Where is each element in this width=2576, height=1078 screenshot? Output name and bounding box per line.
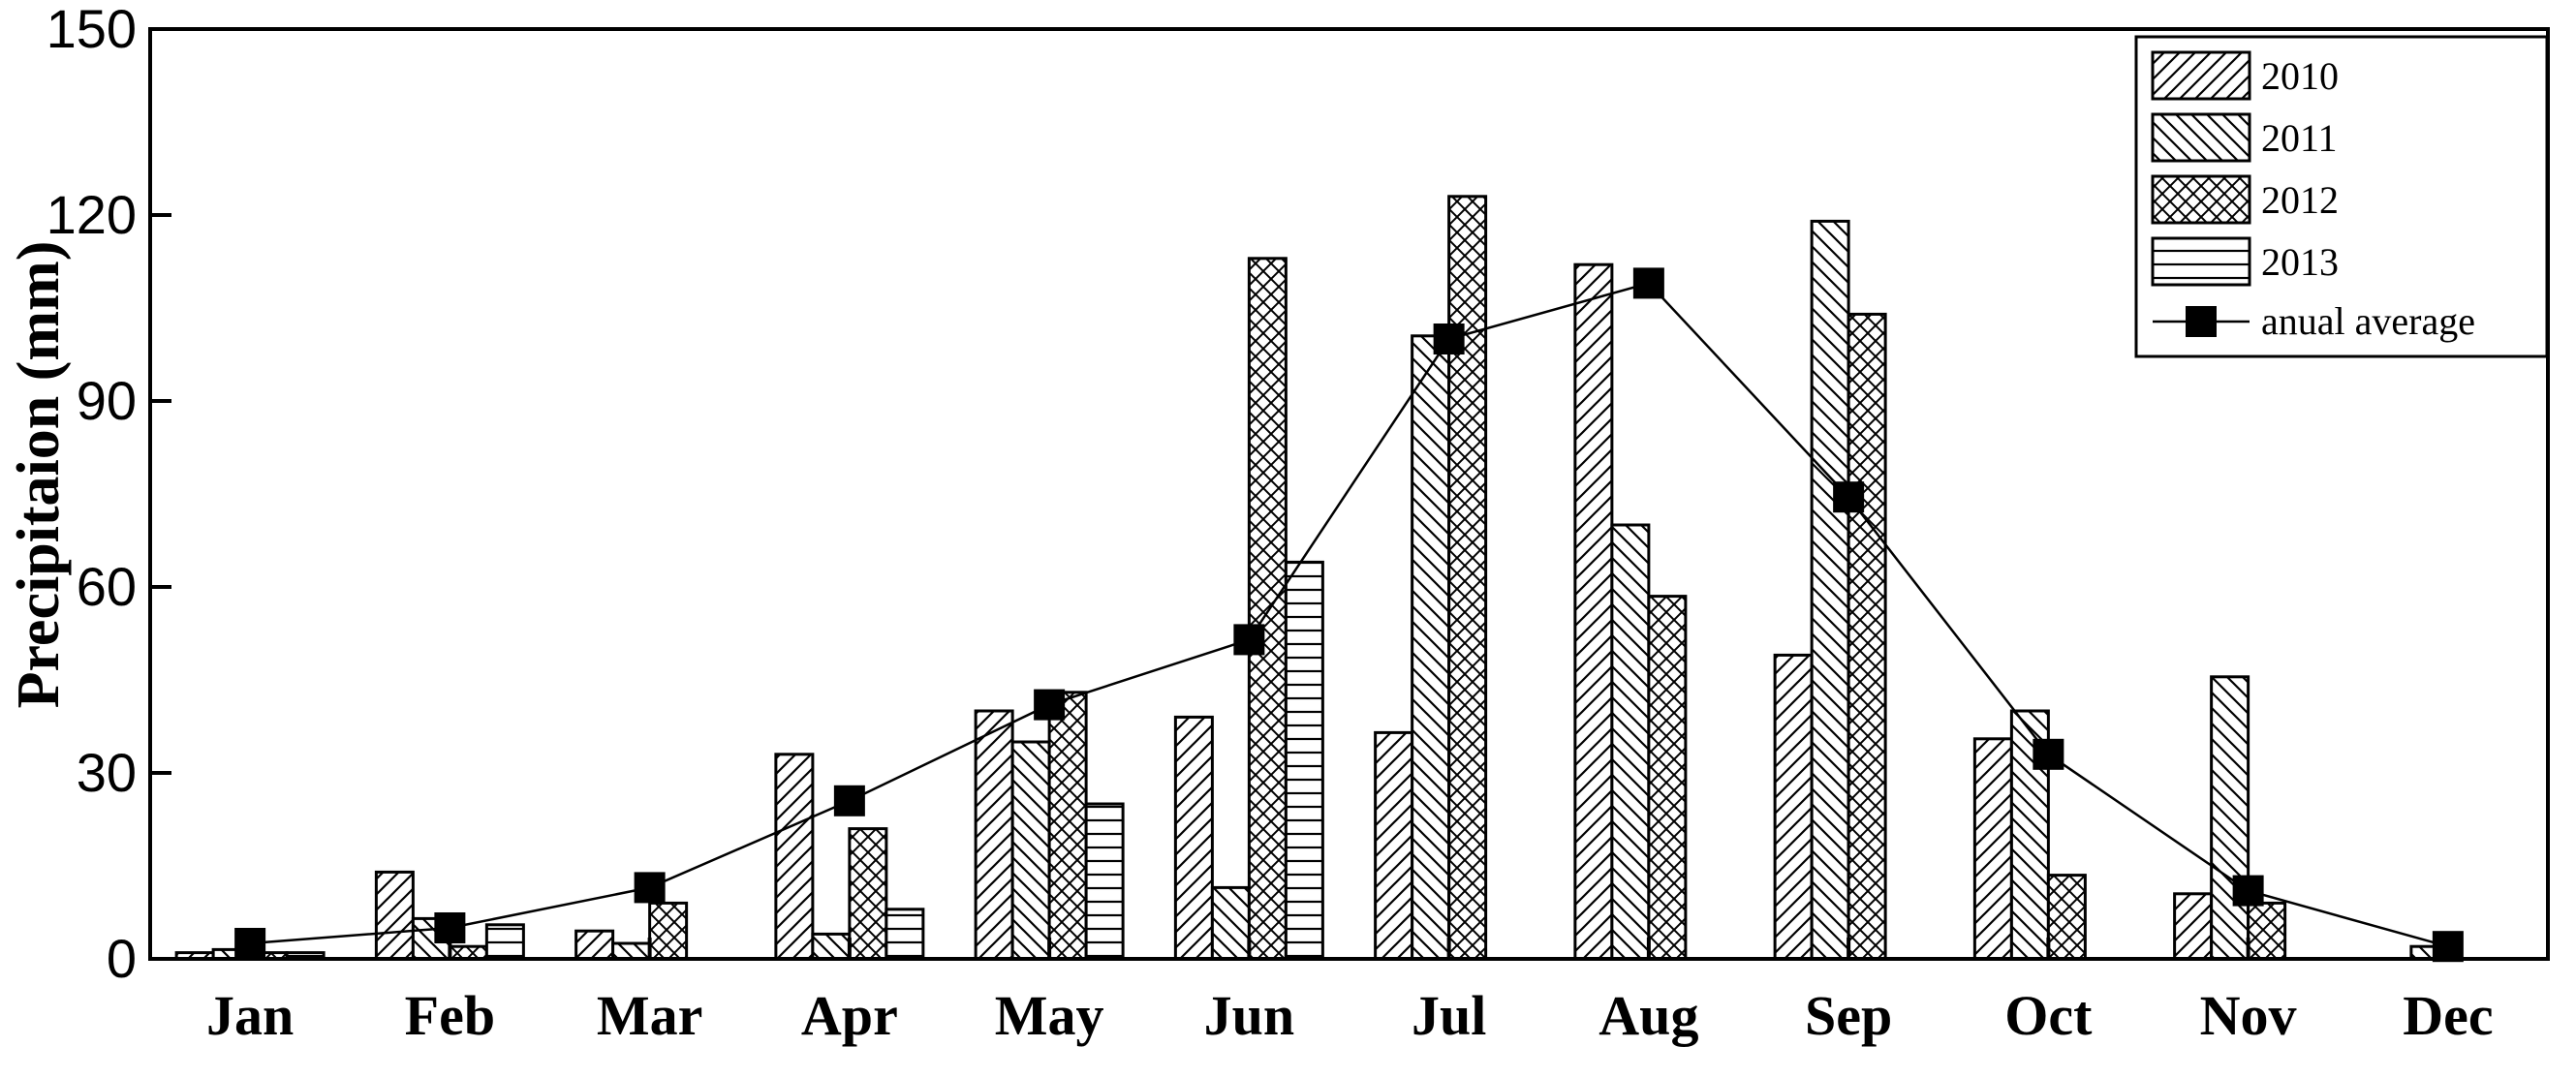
x-tick-label-Sep: Sep — [1805, 984, 1892, 1047]
x-tick-label-Jul: Jul — [1412, 984, 1486, 1047]
bar-2013-Apr — [885, 908, 925, 961]
bar-2012-May — [1047, 691, 1088, 961]
bar-2012-Aug — [1647, 595, 1688, 961]
y-axis-title: Precipitaion (mm) — [6, 241, 72, 709]
bar-2011-Aug — [1610, 523, 1651, 961]
average-marker-Mar — [634, 872, 666, 904]
bar-2010-Jul — [1374, 730, 1414, 961]
y-tick-label-150: 150 — [47, 0, 137, 59]
bar-2012-Nov — [2247, 901, 2287, 961]
bar-2012-Jul — [1447, 195, 1488, 961]
axes-layer: 0 30 60 90 120 150 Jan Feb Mar Apr May Jun Jul Aug Sep… — [47, 0, 2550, 1047]
legend: 2010 2011 2012 2013 anual average — [2134, 35, 2549, 358]
bar-2012-Sep — [1847, 312, 1887, 961]
x-tick-label-Mar: Mar — [597, 984, 703, 1047]
bar-2010-May — [974, 709, 1014, 961]
legend-label-2013: 2013 — [2261, 240, 2339, 284]
average-marker-Aug — [1632, 267, 1664, 299]
bar-2011-Mar — [611, 941, 652, 961]
bar-2013-May — [1084, 802, 1125, 961]
y-tick-label-90: 90 — [77, 370, 137, 431]
average-marker-Apr — [833, 785, 865, 816]
bar-2010-Oct — [1972, 737, 2013, 961]
legend-marker-average — [2186, 306, 2217, 337]
bar-2011-Jul — [1411, 334, 1451, 961]
bar-2012-Oct — [2046, 874, 2087, 961]
x-tick-label-Dec: Dec — [2403, 984, 2493, 1047]
series-2011 — [211, 219, 2450, 961]
bar-2013-Feb — [484, 923, 525, 961]
bar-2010-Apr — [774, 753, 815, 961]
legend-label-2010: 2010 — [2261, 54, 2339, 98]
legend-label-2011: 2011 — [2261, 116, 2338, 160]
bar-2013-Jun — [1284, 560, 1324, 961]
legend-swatch-2010 — [2151, 50, 2251, 101]
series-2010 — [174, 262, 2214, 961]
y-tick-label-0: 0 — [107, 928, 137, 989]
x-tick-label-May: May — [995, 984, 1104, 1047]
bar-2010-Mar — [574, 929, 615, 961]
bar-2010-Nov — [2173, 892, 2214, 961]
y-tick-label-60: 60 — [77, 556, 137, 617]
bar-2011-May — [1010, 740, 1051, 961]
x-tick-label-Feb: Feb — [405, 984, 495, 1047]
bar-2012-Apr — [848, 827, 888, 961]
bar-2010-Feb — [374, 870, 415, 961]
average-line — [250, 281, 2449, 948]
bar-2011-Jun — [1210, 885, 1251, 961]
series-2012 — [248, 195, 2287, 961]
average-marker-Jun — [1233, 624, 1265, 656]
average-marker-Nov — [2232, 875, 2264, 907]
x-tick-label-Jan: Jan — [206, 984, 294, 1047]
x-tick-label-Jun: Jun — [1204, 984, 1295, 1047]
x-tick-label-Oct: Oct — [2004, 984, 2093, 1047]
bar-2012-Mar — [648, 901, 689, 961]
x-tick-label-Aug: Aug — [1598, 984, 1698, 1047]
average-marker-Sep — [1833, 481, 1865, 513]
bar-2010-Jun — [1173, 715, 1214, 961]
x-tick-label-Apr: Apr — [801, 984, 898, 1047]
y-tick-label-30: 30 — [77, 742, 137, 803]
bar-2012-Jun — [1247, 257, 1288, 961]
bar-2011-Sep — [1810, 219, 1850, 961]
legend-swatch-2013 — [2151, 236, 2251, 287]
x-tick-label-Nov: Nov — [2200, 984, 2297, 1047]
bar-2010-Aug — [1573, 262, 1614, 961]
plot-frame — [148, 27, 2550, 961]
legend-label-2012: 2012 — [2261, 178, 2339, 222]
bar-2010-Sep — [1773, 653, 1814, 961]
average-marker-Oct — [2033, 738, 2064, 770]
legend-label-average: anual average — [2261, 299, 2475, 343]
average-line-layer — [234, 267, 2464, 963]
legend-swatch-2011 — [2151, 112, 2251, 163]
average-marker-Jul — [1433, 323, 1465, 354]
y-tick-label-120: 120 — [47, 184, 137, 245]
legend-swatch-2012 — [2151, 174, 2251, 225]
bars-layer — [174, 195, 2450, 961]
average-marker-May — [1034, 689, 1066, 721]
bar-2011-Apr — [811, 932, 852, 961]
bar-2011-Nov — [2210, 675, 2250, 961]
